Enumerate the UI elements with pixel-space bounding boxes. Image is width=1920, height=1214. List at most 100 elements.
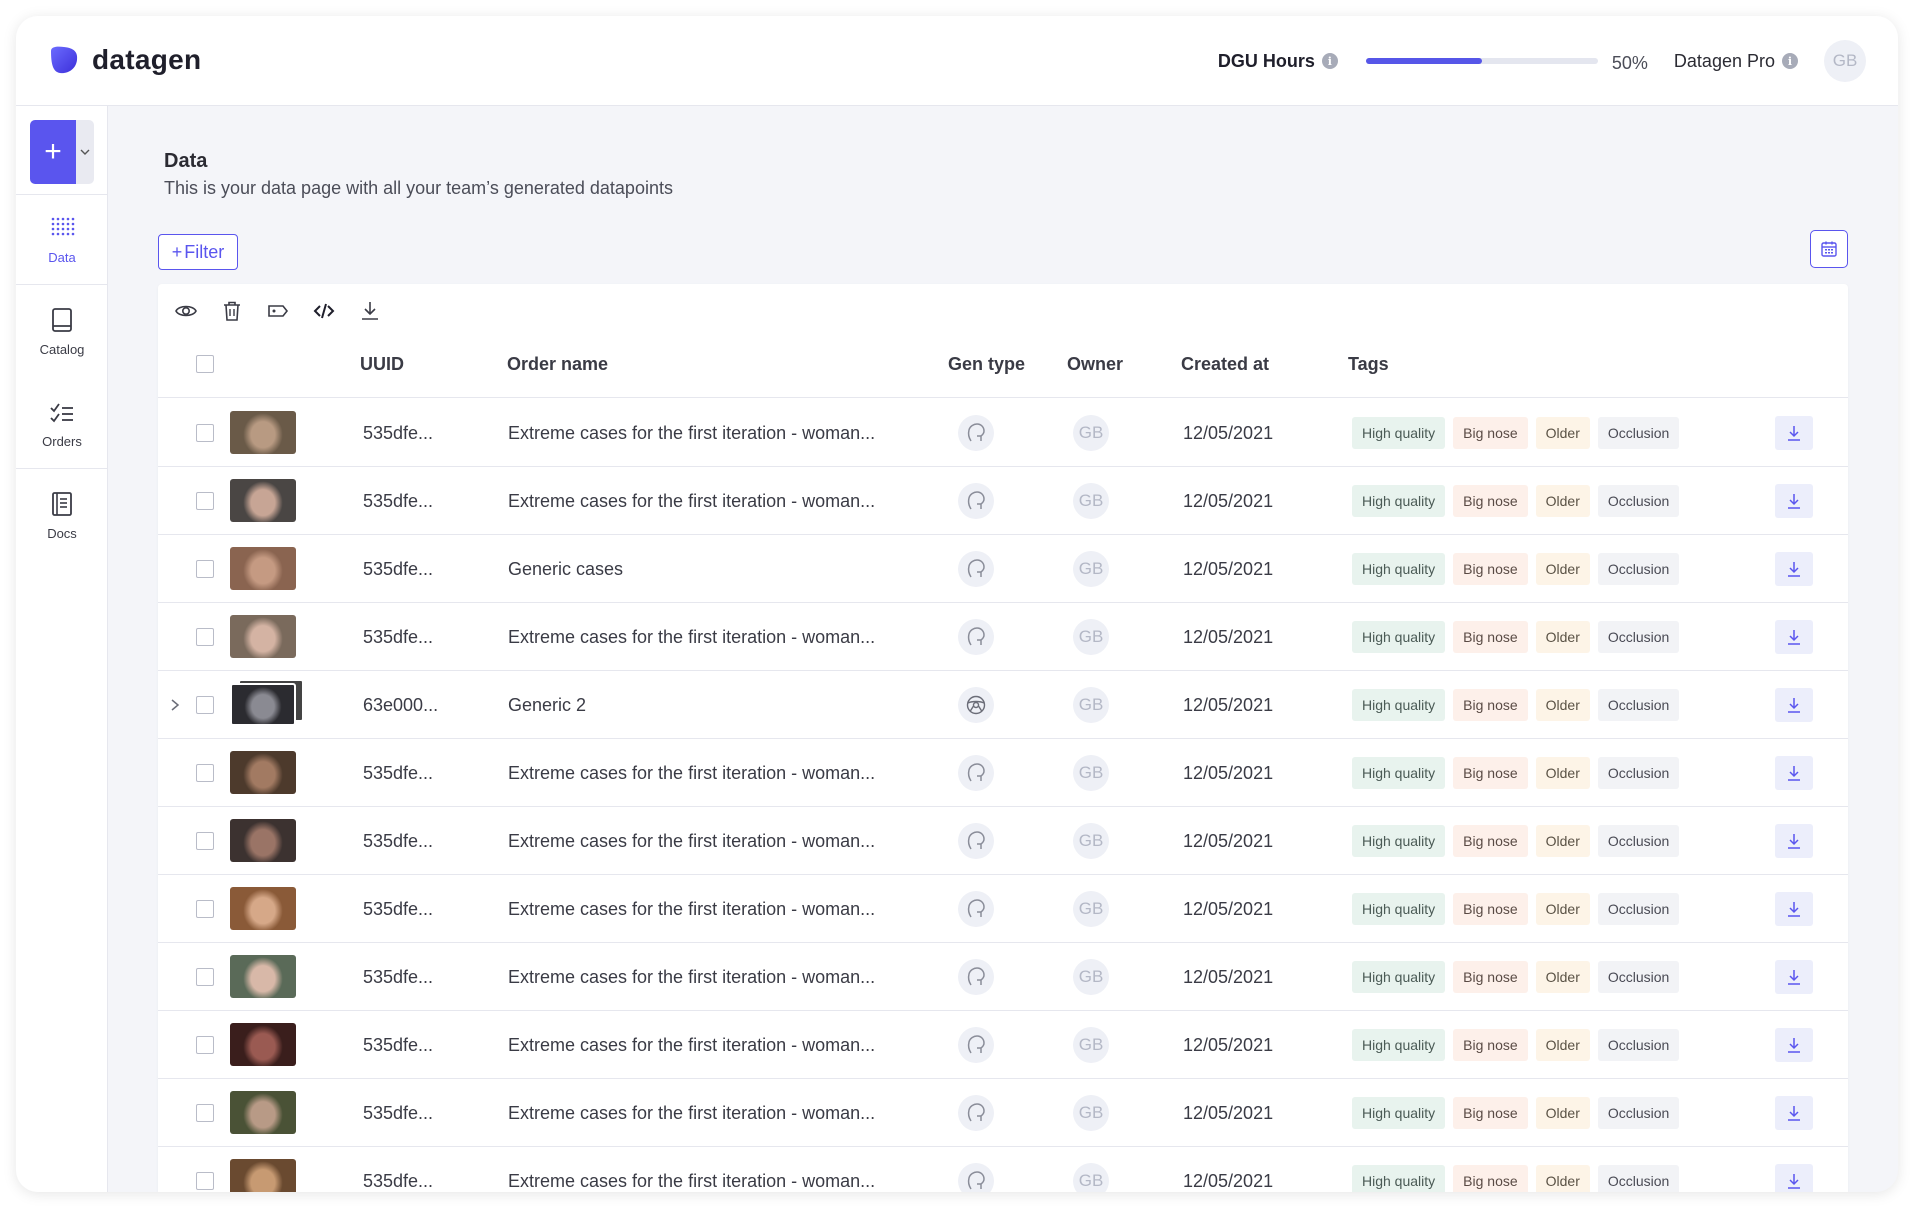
tag-badge[interactable]: Occlusion bbox=[1597, 485, 1680, 517]
download-icon[interactable] bbox=[358, 299, 382, 323]
table-row[interactable]: 535dfe... Extreme cases for the first ite… bbox=[158, 739, 1848, 807]
owner-avatar[interactable]: GB bbox=[1073, 1027, 1109, 1063]
tag-badge[interactable]: Big nose bbox=[1453, 553, 1528, 585]
sidebar-item-orders[interactable]: Orders bbox=[16, 378, 108, 468]
owner-avatar[interactable]: GB bbox=[1073, 687, 1109, 723]
tag-badge[interactable]: High quality bbox=[1352, 757, 1446, 789]
brand-logo[interactable]: datagen bbox=[48, 44, 201, 76]
owner-avatar[interactable]: GB bbox=[1073, 823, 1109, 859]
datapoint-thumbnail[interactable] bbox=[230, 751, 296, 794]
row-download-button[interactable] bbox=[1775, 756, 1813, 790]
row-download-button[interactable] bbox=[1775, 960, 1813, 994]
datapoint-thumbnail[interactable] bbox=[230, 411, 296, 454]
row-download-button[interactable] bbox=[1775, 892, 1813, 926]
row-checkbox[interactable] bbox=[196, 832, 214, 850]
row-order-name[interactable]: Extreme cases for the first iteration - … bbox=[508, 763, 876, 783]
datapoint-thumbnail[interactable] bbox=[230, 1159, 296, 1192]
row-download-button[interactable] bbox=[1775, 1028, 1813, 1062]
tag-badge[interactable]: High quality bbox=[1352, 553, 1446, 585]
owner-avatar[interactable]: GB bbox=[1073, 755, 1109, 791]
row-order-name[interactable]: Extreme cases for the first iteration - … bbox=[508, 967, 876, 987]
tag-badge[interactable]: Big nose bbox=[1453, 961, 1528, 993]
tag-badge[interactable]: High quality bbox=[1352, 1165, 1446, 1192]
tag-badge[interactable]: Big nose bbox=[1453, 1097, 1528, 1129]
tag-badge[interactable]: Big nose bbox=[1453, 757, 1528, 789]
tag-badge[interactable]: Older bbox=[1535, 553, 1590, 585]
tag-badge[interactable]: High quality bbox=[1352, 825, 1446, 857]
tag-badge[interactable]: Older bbox=[1535, 417, 1590, 449]
view-icon[interactable] bbox=[174, 299, 198, 323]
row-checkbox[interactable] bbox=[196, 1172, 214, 1190]
row-download-button[interactable] bbox=[1775, 1096, 1813, 1130]
column-header-order-name[interactable]: Order name bbox=[507, 354, 609, 374]
tag-badge[interactable]: Big nose bbox=[1453, 689, 1528, 721]
row-download-button[interactable] bbox=[1775, 620, 1813, 654]
tag-badge[interactable]: Older bbox=[1535, 1097, 1590, 1129]
owner-avatar[interactable]: GB bbox=[1073, 551, 1109, 587]
tag-badge[interactable]: Older bbox=[1535, 1029, 1590, 1061]
tag-badge[interactable]: High quality bbox=[1352, 961, 1446, 993]
table-row[interactable]: 535dfe... Generic cases GB 12/05/2021 High … bbox=[158, 535, 1848, 603]
table-row[interactable]: 535dfe... Extreme cases for the first ite… bbox=[158, 467, 1848, 535]
row-order-name[interactable]: Extreme cases for the first iteration - … bbox=[508, 831, 876, 851]
tag-badge[interactable]: High quality bbox=[1352, 621, 1446, 653]
datapoint-thumbnail[interactable] bbox=[230, 547, 296, 590]
row-order-name[interactable]: Extreme cases for the first iteration - … bbox=[508, 1035, 876, 1055]
tag-badge[interactable]: High quality bbox=[1352, 417, 1446, 449]
tag-badge[interactable]: Occlusion bbox=[1597, 1029, 1680, 1061]
plan-info-icon[interactable]: i bbox=[1782, 53, 1798, 69]
row-order-name[interactable]: Extreme cases for the first iteration - … bbox=[508, 899, 876, 919]
tag-badge[interactable]: Big nose bbox=[1453, 893, 1528, 925]
tag-badge[interactable]: Occlusion bbox=[1597, 689, 1680, 721]
tag-badge[interactable]: Older bbox=[1535, 757, 1590, 789]
tag-badge[interactable]: Occlusion bbox=[1597, 825, 1680, 857]
row-order-name[interactable]: Extreme cases for the first iteration - … bbox=[508, 1171, 876, 1191]
tag-badge[interactable]: Older bbox=[1535, 621, 1590, 653]
tag-badge[interactable]: Occlusion bbox=[1597, 621, 1680, 653]
tag-badge[interactable]: Older bbox=[1535, 1165, 1590, 1192]
sidebar-item-data[interactable]: Data bbox=[16, 194, 108, 284]
tag-badge[interactable]: Big nose bbox=[1453, 621, 1528, 653]
datapoint-thumbnail[interactable] bbox=[230, 1091, 296, 1134]
tag-badge[interactable]: Occlusion bbox=[1597, 553, 1680, 585]
datapoint-thumbnail[interactable] bbox=[230, 1023, 296, 1066]
row-checkbox[interactable] bbox=[196, 968, 214, 986]
row-order-name[interactable]: Generic 2 bbox=[508, 695, 587, 715]
table-row[interactable]: 535dfe... Extreme cases for the first ite… bbox=[158, 807, 1848, 875]
tag-badge[interactable]: Occlusion bbox=[1597, 961, 1680, 993]
row-order-name[interactable]: Extreme cases for the first iteration - … bbox=[508, 423, 876, 443]
tag-badge[interactable]: Occlusion bbox=[1597, 893, 1680, 925]
tag-badge[interactable]: Older bbox=[1535, 689, 1590, 721]
row-checkbox[interactable] bbox=[196, 492, 214, 510]
datapoint-thumbnail[interactable] bbox=[230, 955, 296, 998]
row-checkbox[interactable] bbox=[196, 764, 214, 782]
table-row[interactable]: 535dfe... Extreme cases for the first ite… bbox=[158, 1011, 1848, 1079]
table-row[interactable]: 535dfe... Extreme cases for the first ite… bbox=[158, 1079, 1848, 1147]
owner-avatar[interactable]: GB bbox=[1073, 891, 1109, 927]
chevron-down-icon[interactable] bbox=[76, 120, 94, 184]
table-row[interactable]: 535dfe... Extreme cases for the first ite… bbox=[158, 399, 1848, 467]
plus-icon[interactable]: + bbox=[30, 120, 76, 184]
owner-avatar[interactable]: GB bbox=[1073, 959, 1109, 995]
owner-avatar[interactable]: GB bbox=[1073, 415, 1109, 451]
expand-row-chevron-icon[interactable] bbox=[170, 693, 184, 717]
column-header-tags[interactable]: Tags bbox=[1348, 354, 1389, 374]
datapoint-thumbnail[interactable] bbox=[230, 479, 296, 522]
row-order-name[interactable]: Generic cases bbox=[508, 559, 624, 579]
table-row[interactable]: 535dfe... Extreme cases for the first ite… bbox=[158, 1147, 1848, 1192]
tag-icon[interactable] bbox=[266, 299, 290, 323]
row-download-button[interactable] bbox=[1775, 1164, 1813, 1192]
row-checkbox[interactable] bbox=[196, 900, 214, 918]
datapoint-thumbnail[interactable] bbox=[230, 615, 296, 658]
column-header-uuid[interactable]: UUID bbox=[360, 354, 404, 374]
tag-badge[interactable]: Occlusion bbox=[1597, 1165, 1680, 1192]
owner-avatar[interactable]: GB bbox=[1073, 1095, 1109, 1131]
date-range-button[interactable] bbox=[1810, 230, 1848, 268]
datapoint-thumbnail[interactable] bbox=[230, 887, 296, 930]
tag-badge[interactable]: High quality bbox=[1352, 893, 1446, 925]
row-download-button[interactable] bbox=[1775, 824, 1813, 858]
row-checkbox[interactable] bbox=[196, 1036, 214, 1054]
tag-badge[interactable]: Big nose bbox=[1453, 485, 1528, 517]
owner-avatar[interactable]: GB bbox=[1073, 619, 1109, 655]
row-order-name[interactable]: Extreme cases for the first iteration - … bbox=[508, 491, 876, 511]
